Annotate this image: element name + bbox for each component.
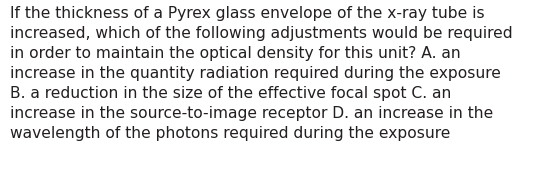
Text: If the thickness of a Pyrex glass envelope of the x-ray tube is
increased, which: If the thickness of a Pyrex glass envelo… — [10, 6, 513, 141]
